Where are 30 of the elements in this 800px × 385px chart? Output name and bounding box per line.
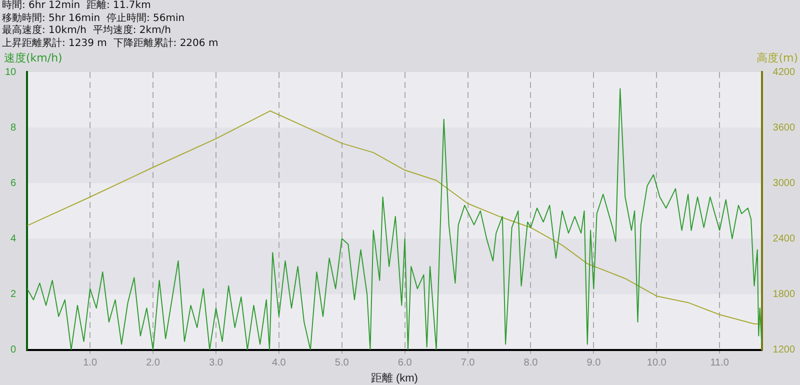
y-tick-label: 4 bbox=[10, 233, 17, 244]
text: 上昇距離累計: 1239 m 下降距離累計: 2206 m bbox=[2, 38, 218, 50]
y-axis-title: 速度(km/h) bbox=[4, 51, 62, 64]
x-tick-label: 3.0 bbox=[209, 358, 224, 369]
x-tick-label: 11.0 bbox=[710, 358, 730, 369]
text: 最高速度: 10km/h 平均速度: 2km/h bbox=[2, 25, 172, 38]
y2-tick-label: 2400 bbox=[772, 233, 796, 244]
x-tick-label: 5.0 bbox=[334, 358, 350, 369]
text: 時間: 6hr 12min 距離: 11.7km bbox=[2, 0, 152, 12]
y-tick-label: 0 bbox=[10, 344, 17, 356]
y2-tick-label: 1200 bbox=[772, 344, 796, 356]
y-tick-label: 2 bbox=[10, 288, 17, 300]
x-tick-label: 6.0 bbox=[398, 358, 412, 369]
y2-tick-label: 3000 bbox=[772, 178, 796, 189]
y-tick-label: 8 bbox=[10, 122, 17, 134]
y-tick-label: 6 bbox=[10, 178, 17, 189]
x-axis-title: 距離 (km) bbox=[370, 372, 418, 384]
x-tick-label: 7.0 bbox=[460, 358, 476, 369]
x-tick-label: 10.0 bbox=[646, 358, 667, 369]
y2-tick-label: 3600 bbox=[772, 122, 796, 134]
x-tick-label: 1.0 bbox=[83, 358, 98, 369]
y-tick-label: 10 bbox=[5, 66, 17, 78]
y2-tick-label: 1800 bbox=[772, 288, 796, 300]
x-tick-label: 4.0 bbox=[272, 358, 286, 369]
text: 移動時間: 5hr 16min 停止時間: 56min bbox=[2, 12, 186, 24]
x-tick-label: 8.0 bbox=[524, 358, 538, 369]
x-tick-label: 2.0 bbox=[146, 358, 160, 369]
y2-axis-title: 高度(m) bbox=[756, 51, 798, 64]
x-tick-label: 9.0 bbox=[586, 358, 602, 369]
y2-tick-label: 4200 bbox=[772, 66, 796, 78]
